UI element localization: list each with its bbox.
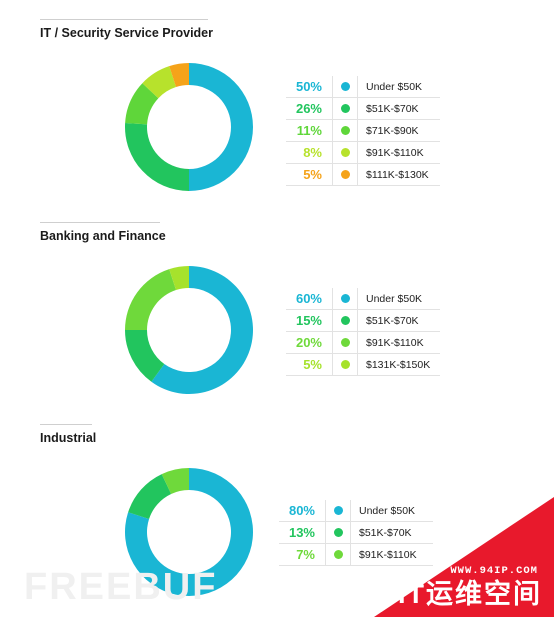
donut-slice xyxy=(124,468,253,596)
donut-slice xyxy=(128,474,172,520)
legend-color-dot xyxy=(333,528,343,538)
legend-percent: 80% xyxy=(279,500,326,522)
legend-row: 13% $51K-$70K xyxy=(279,521,433,544)
legend-percent: 13% xyxy=(279,521,326,544)
watermark-banner: WWW.94IP.COM IT运维空间 xyxy=(374,497,554,617)
legend-label: Under $50K xyxy=(357,288,440,310)
legend-label: $111K-$130K xyxy=(357,163,440,186)
chart-title: Banking and Finance xyxy=(40,229,166,243)
legend-row: 26% $51K-$70K xyxy=(286,97,440,120)
watermark-url: WWW.94IP.COM xyxy=(450,565,538,577)
legend-dot-cell xyxy=(332,97,358,120)
legend-dot-cell xyxy=(325,521,351,544)
legend-percent: 60% xyxy=(286,288,333,310)
legend-dot-cell xyxy=(332,309,358,332)
legend-dot-cell xyxy=(332,141,358,164)
legend-percent: 5% xyxy=(286,163,333,186)
donut-slice xyxy=(142,66,177,99)
legend-label: $51K-$70K xyxy=(357,97,440,120)
legend-color-dot xyxy=(340,360,350,370)
donut-slice xyxy=(151,266,253,394)
chart-legend: 60% Under $50K 15% $51K-$70K 20% $91K-$110K 5%… xyxy=(286,288,440,376)
legend-percent: 8% xyxy=(286,141,333,164)
donut-chart xyxy=(125,63,253,191)
legend-dot-cell xyxy=(332,288,358,310)
section-rule xyxy=(40,222,160,223)
donut-chart xyxy=(125,266,253,394)
legend-label: $51K-$70K xyxy=(350,521,433,544)
legend-color-dot xyxy=(340,316,350,326)
legend-row: 5% $111K-$130K xyxy=(286,163,440,186)
chart-title: IT / Security Service Provider xyxy=(40,26,213,40)
legend-dot-cell xyxy=(325,543,351,566)
donut-slice xyxy=(169,266,189,291)
donut-slice xyxy=(125,330,165,382)
legend-label: $91K-$110K xyxy=(357,141,440,164)
legend-percent: 26% xyxy=(286,97,333,120)
legend-percent: 7% xyxy=(279,543,326,566)
freebuf-watermark: FREEBUF xyxy=(24,566,218,608)
chart-title: Industrial xyxy=(40,431,97,445)
legend-percent: 20% xyxy=(286,331,333,354)
legend-row: 8% $91K-$110K xyxy=(286,141,440,164)
section-rule xyxy=(40,19,208,20)
legend-row: 80% Under $50K xyxy=(279,500,433,522)
legend-color-dot xyxy=(340,338,350,348)
chart-legend: 50% Under $50K 26% $51K-$70K 11% $71K-$90K 8% $… xyxy=(286,76,440,186)
legend-dot-cell xyxy=(332,331,358,354)
legend-label: $51K-$70K xyxy=(357,309,440,332)
donut-chart xyxy=(124,468,253,596)
legend-percent: 15% xyxy=(286,309,333,332)
legend-label: $91K-$110K xyxy=(350,543,433,566)
legend-row: 5% $131K-$150K xyxy=(286,353,440,376)
watermark-brand: IT运维空间 xyxy=(398,579,542,609)
banner-shape xyxy=(374,497,554,617)
legend-row: 60% Under $50K xyxy=(286,288,440,310)
donut-slice xyxy=(189,63,253,191)
legend-color-dot xyxy=(340,170,350,180)
legend-label: Under $50K xyxy=(357,76,440,98)
legend-percent: 11% xyxy=(286,119,333,142)
legend-color-dot xyxy=(340,294,350,304)
donut-slice xyxy=(125,122,189,191)
legend-dot-cell xyxy=(332,76,358,98)
legend-dot-cell xyxy=(332,163,358,186)
legend-dot-cell xyxy=(332,119,358,142)
legend-percent: 50% xyxy=(286,76,333,98)
legend-row: 7% $91K-$110K xyxy=(279,543,433,566)
legend-row: 15% $51K-$70K xyxy=(286,309,440,332)
legend-color-dot xyxy=(333,506,343,516)
legend-label: $91K-$110K xyxy=(357,331,440,354)
legend-color-dot xyxy=(340,104,350,114)
legend-dot-cell xyxy=(325,500,351,522)
legend-dot-cell xyxy=(332,353,358,376)
legend-label: Under $50K xyxy=(350,500,433,522)
legend-label: $131K-$150K xyxy=(357,353,440,376)
chart-legend: 80% Under $50K 13% $51K-$70K 7% $91K-$110K xyxy=(279,500,433,566)
legend-percent: 5% xyxy=(286,353,333,376)
legend-row: 11% $71K-$90K xyxy=(286,119,440,142)
donut-slice xyxy=(169,63,189,88)
legend-color-dot xyxy=(340,82,350,92)
legend-label: $71K-$90K xyxy=(357,119,440,142)
legend-color-dot xyxy=(333,550,343,560)
legend-row: 20% $91K-$110K xyxy=(286,331,440,354)
donut-slice xyxy=(125,83,159,125)
legend-color-dot xyxy=(340,126,350,136)
donut-slice xyxy=(161,468,189,494)
donut-slice xyxy=(125,269,177,330)
section-rule xyxy=(40,424,92,425)
legend-row: 50% Under $50K xyxy=(286,76,440,98)
legend-color-dot xyxy=(340,148,350,158)
